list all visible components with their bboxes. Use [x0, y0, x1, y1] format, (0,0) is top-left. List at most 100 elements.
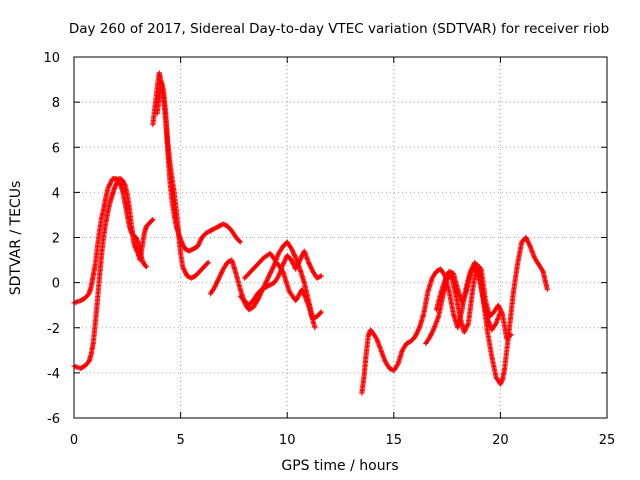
data-point	[308, 265, 314, 271]
data-point	[495, 302, 501, 308]
data-point	[416, 326, 422, 332]
data-point	[477, 265, 483, 271]
data-point	[275, 274, 281, 280]
x-tick-label: 15	[386, 433, 403, 448]
data-point	[290, 250, 297, 256]
data-point	[297, 257, 303, 263]
series-track-a	[71, 176, 150, 306]
data-point	[182, 269, 188, 276]
data-point	[526, 241, 532, 247]
data-point	[197, 238, 203, 244]
series-track-g	[241, 250, 318, 331]
data-point	[181, 266, 187, 272]
data-point	[120, 179, 127, 185]
data-point	[216, 275, 222, 281]
data-point	[318, 309, 324, 315]
data-point	[215, 276, 222, 282]
data-point	[289, 258, 295, 264]
data-point	[465, 321, 471, 327]
data-point	[415, 327, 421, 333]
data-point	[462, 327, 468, 333]
data-point	[181, 267, 187, 273]
data-point	[271, 263, 277, 269]
data-point	[464, 322, 470, 329]
data-point	[120, 178, 126, 184]
series-track-h	[359, 234, 550, 396]
data-point	[295, 261, 301, 268]
data-point	[298, 255, 304, 261]
data-point	[112, 184, 118, 190]
y-axis-label: SDTVAR / TECUs	[8, 181, 24, 296]
data-point	[295, 260, 301, 267]
data-point	[195, 242, 201, 248]
series-track-d	[154, 79, 211, 281]
data-point	[444, 273, 450, 279]
data-point	[461, 329, 467, 335]
y-tick-label: -6	[47, 412, 60, 427]
data-point	[217, 273, 223, 279]
data-point	[498, 380, 504, 386]
data-point	[467, 271, 474, 277]
data-point	[443, 275, 449, 281]
data-point	[429, 330, 435, 336]
data-point	[507, 332, 513, 339]
data-point	[106, 184, 112, 190]
data-point	[524, 237, 530, 243]
data-point	[183, 271, 189, 277]
x-tick-label: 10	[279, 433, 296, 448]
data-point	[279, 267, 285, 273]
data-point	[469, 268, 475, 274]
data-point	[134, 248, 140, 254]
data-point	[282, 257, 288, 263]
data-point	[289, 248, 296, 254]
data-point	[307, 263, 313, 269]
data-point	[524, 238, 531, 244]
data-point	[112, 183, 119, 189]
data-point	[219, 268, 225, 274]
y-tick-label: -4	[47, 367, 60, 382]
data-point	[496, 304, 502, 311]
data-point	[496, 303, 502, 309]
data-point	[294, 263, 300, 269]
series-track-j	[433, 261, 503, 333]
axis-ticks: 0 5 10 15 20 25 -6 -4 -2 0 2 4 6 8 10	[43, 51, 615, 448]
data-point	[290, 260, 296, 267]
data-point	[113, 181, 119, 188]
data-point	[415, 328, 421, 334]
y-tick-label: 6	[52, 141, 60, 156]
data-point	[394, 362, 400, 368]
data-point	[217, 272, 224, 278]
data-point	[497, 305, 503, 312]
data-point	[305, 259, 312, 265]
data-point	[108, 179, 114, 185]
data-point	[263, 278, 270, 285]
data-point	[133, 246, 139, 252]
data-point	[121, 180, 127, 186]
data-point	[212, 284, 218, 290]
data-point	[204, 260, 211, 266]
data-point	[373, 335, 379, 341]
data-point	[292, 254, 298, 260]
data-point	[523, 234, 529, 241]
data-points	[71, 70, 550, 396]
data-point	[212, 283, 218, 289]
data-point	[443, 274, 450, 280]
grid-lines	[74, 57, 607, 418]
data-point	[428, 331, 434, 338]
data-point	[198, 237, 204, 243]
data-point	[133, 236, 139, 242]
data-point	[523, 236, 530, 242]
data-point	[414, 330, 420, 336]
data-point	[296, 258, 303, 264]
data-point	[213, 282, 219, 288]
x-tick-label: 25	[599, 433, 616, 448]
data-point	[498, 308, 504, 314]
data-point	[293, 265, 299, 271]
data-point	[180, 264, 186, 270]
data-point	[143, 264, 150, 270]
data-point	[122, 181, 128, 188]
data-point	[205, 259, 211, 265]
data-point	[270, 264, 276, 270]
data-point	[269, 266, 275, 272]
series-track-e	[207, 239, 324, 322]
